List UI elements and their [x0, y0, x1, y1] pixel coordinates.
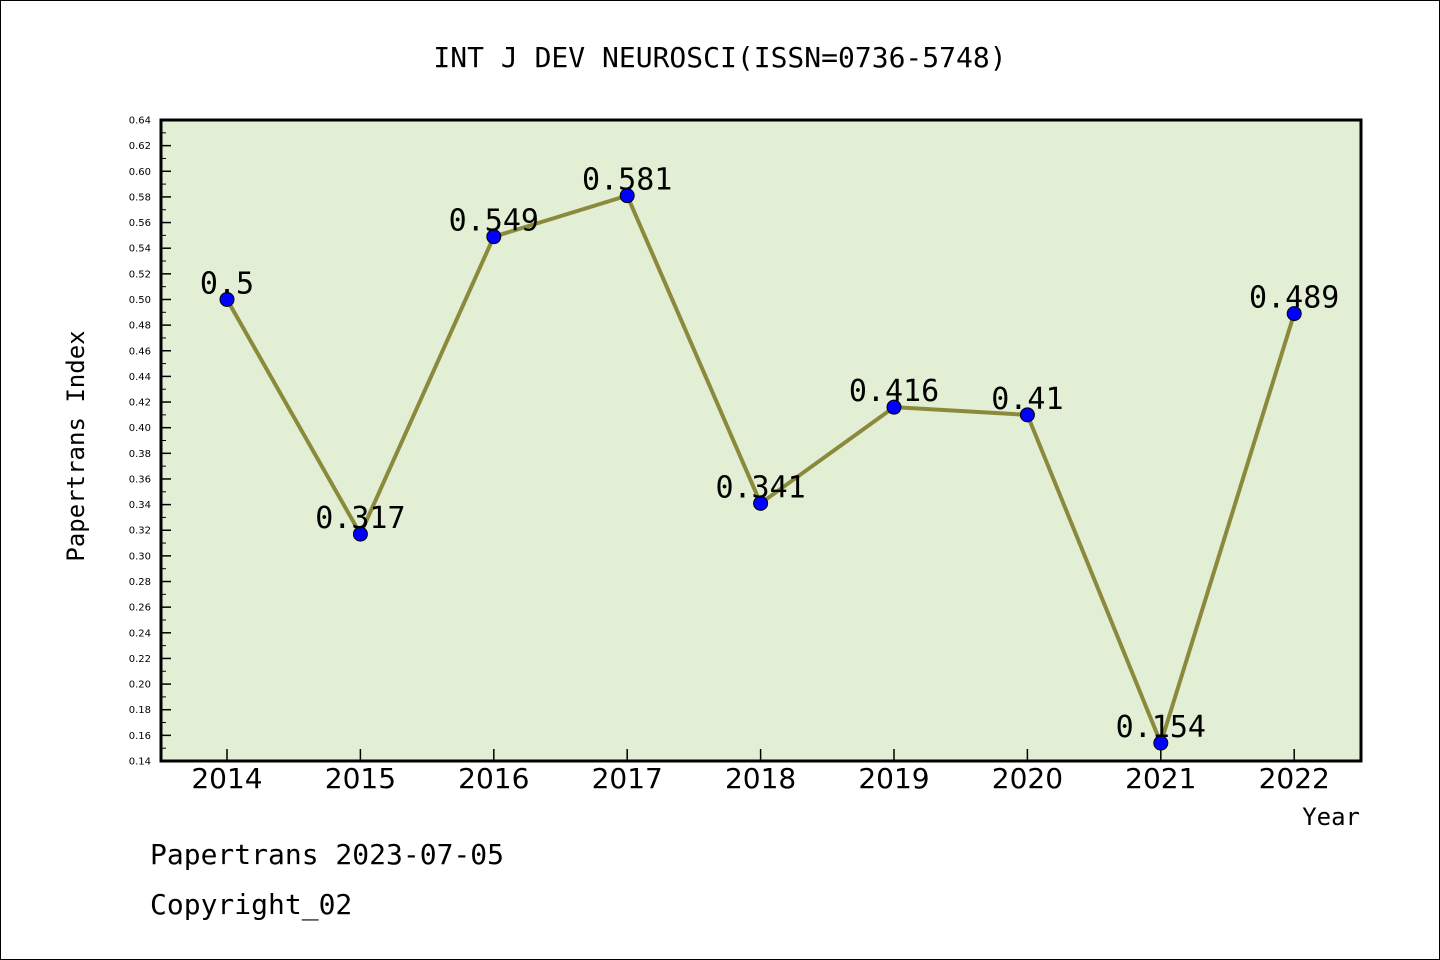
data-point-label: 0.341: [715, 470, 805, 505]
data-point-marker: [886, 399, 902, 415]
x-tick-label: 2022: [1259, 762, 1330, 795]
x-tick-label: 2020: [992, 762, 1063, 795]
y-tick-label: 0.50: [129, 295, 151, 306]
y-tick-label: 0.60: [129, 167, 151, 178]
y-tick-label: 0.18: [129, 705, 151, 716]
data-point-label: 0.5: [200, 266, 254, 301]
y-tick-label: 0.20: [129, 680, 151, 691]
data-point-label: 0.549: [449, 204, 539, 239]
data-point-marker: [1153, 735, 1169, 751]
x-axis-label: Year: [1302, 803, 1360, 831]
x-tick-label: 2016: [458, 762, 529, 795]
footer-copyright: Copyright_02: [150, 888, 352, 922]
x-tick-label: 2019: [858, 762, 929, 795]
y-tick-label: 0.54: [129, 244, 151, 255]
data-labels: 0.5 0.317 0.549 0.581 0.341 0.416 0.41 0.154 0.4…: [200, 163, 1339, 745]
data-point-label: 0.581: [582, 163, 672, 198]
y-axis-label: Papertrans Index: [62, 330, 90, 561]
data-point-label: 0.317: [315, 501, 405, 536]
data-point-marker: [219, 291, 235, 307]
data-point-label: 0.154: [1116, 710, 1206, 745]
plot-border: [159, 118, 1363, 763]
y-tick-label: 0.26: [129, 603, 151, 614]
y-tick-label: 0.56: [129, 218, 151, 229]
x-tick-label: 2018: [725, 762, 796, 795]
y-tick-label: 0.42: [129, 398, 151, 409]
y-tick-label: 0.44: [129, 372, 151, 383]
data-point-marker: [486, 229, 502, 245]
data-point-marker: [1286, 306, 1302, 322]
y-axis-ticks: 0.14 0.16 0.18 0.20 0.22 0.24 0.26 0.28 0.30 0.32…: [129, 116, 171, 768]
data-point-marker: [352, 526, 368, 542]
y-tick-label: 0.64: [129, 116, 151, 127]
y-tick-label: 0.32: [129, 526, 151, 537]
x-tick-label: 2021: [1125, 762, 1196, 795]
data-point-label: 0.416: [849, 374, 939, 409]
y-tick-label: 0.24: [129, 628, 151, 639]
footer-date: Papertrans 2023-07-05: [150, 838, 504, 871]
data-point-marker: [1019, 407, 1035, 423]
y-tick-label: 0.14: [129, 757, 151, 768]
y-tick-label: 0.52: [129, 269, 151, 280]
y-tick-label: 0.62: [129, 141, 151, 152]
x-axis-ticks: 2014 2015 2016 2017 2018 2019 2020 2021 2022: [191, 749, 1330, 795]
series-markers: [219, 188, 1302, 751]
y-tick-label: 0.46: [129, 346, 151, 357]
y-tick-label: 0.34: [129, 500, 151, 511]
y-tick-label: 0.48: [129, 321, 151, 332]
x-tick-label: 2015: [325, 762, 396, 795]
y-tick-label: 0.22: [129, 654, 151, 665]
y-tick-label: 0.30: [129, 551, 151, 562]
y-tick-label: 0.28: [129, 577, 151, 588]
x-tick-label: 2014: [191, 762, 262, 795]
data-point-marker: [753, 495, 769, 511]
y-tick-label: 0.40: [129, 423, 151, 434]
x-tick-label: 2017: [592, 762, 663, 795]
plot-area: [161, 120, 1361, 761]
data-point-marker: [619, 188, 635, 204]
y-tick-label: 0.58: [129, 192, 151, 203]
y-tick-label: 0.36: [129, 474, 151, 485]
data-point-label: 0.41: [991, 382, 1063, 417]
data-point-label: 0.489: [1249, 281, 1339, 316]
y-tick-label: 0.16: [129, 731, 151, 742]
y-tick-label: 0.38: [129, 449, 151, 460]
chart-title: INT J DEV NEUROSCI(ISSN=0736-5748): [433, 41, 1006, 74]
